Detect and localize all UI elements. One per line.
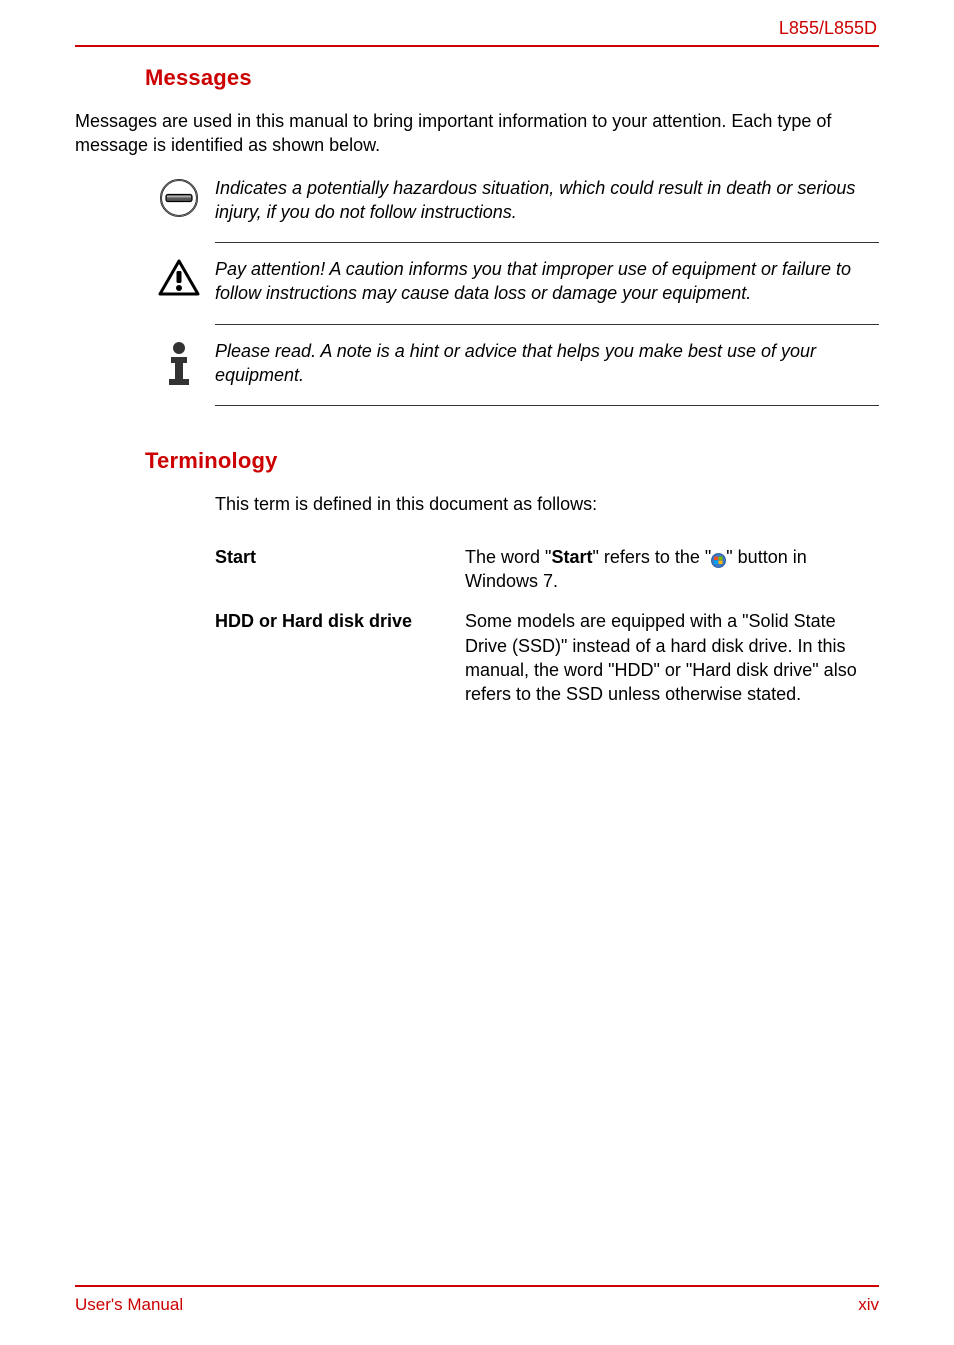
message-text-note: Please read. A note is a hint or advice … xyxy=(203,339,869,388)
message-row-danger: Indicates a potentially hazardous situat… xyxy=(155,176,869,225)
separator xyxy=(215,405,879,406)
term-def-text: The word " xyxy=(465,547,551,567)
term-row-hdd: HDD or Hard disk drive Some models are e… xyxy=(215,609,869,706)
page: L855/L855D Messages Messages are used in… xyxy=(0,0,954,1345)
info-icon xyxy=(155,339,203,385)
warning-triangle-icon xyxy=(155,257,203,297)
footer-left: User's Manual xyxy=(75,1295,183,1315)
section-title-terminology: Terminology xyxy=(145,448,879,474)
term-def-bold: Start xyxy=(551,547,592,567)
term-name: HDD or Hard disk drive xyxy=(215,609,465,633)
header-rule xyxy=(75,45,879,47)
footer-rule xyxy=(75,1285,879,1287)
footer-right: xiv xyxy=(858,1295,879,1315)
separator xyxy=(215,242,879,243)
page-footer: User's Manual xiv xyxy=(75,1285,879,1315)
message-row-note: Please read. A note is a hint or advice … xyxy=(155,339,869,388)
header-model: L855/L855D xyxy=(75,18,879,45)
section-title-messages: Messages xyxy=(145,65,879,91)
message-text-danger: Indicates a potentially hazardous situat… xyxy=(203,176,869,225)
term-definition: Some models are equipped with a "Solid S… xyxy=(465,609,869,706)
term-def-text: " refers to the " xyxy=(592,547,711,567)
separator xyxy=(215,324,879,325)
message-text-caution: Pay attention! A caution informs you tha… xyxy=(203,257,869,306)
windows-start-icon xyxy=(711,550,726,565)
term-name: Start xyxy=(215,545,465,569)
terminology-intro: This term is defined in this document as… xyxy=(215,492,869,516)
no-entry-icon xyxy=(155,176,203,218)
terminology-table: Start The word "Start" refers to the "" … xyxy=(215,545,869,723)
term-row-start: Start The word "Start" refers to the "" … xyxy=(215,545,869,594)
term-definition: The word "Start" refers to the "" button… xyxy=(465,545,869,594)
message-row-caution: Pay attention! A caution informs you tha… xyxy=(155,257,869,306)
messages-intro: Messages are used in this manual to brin… xyxy=(75,109,879,158)
